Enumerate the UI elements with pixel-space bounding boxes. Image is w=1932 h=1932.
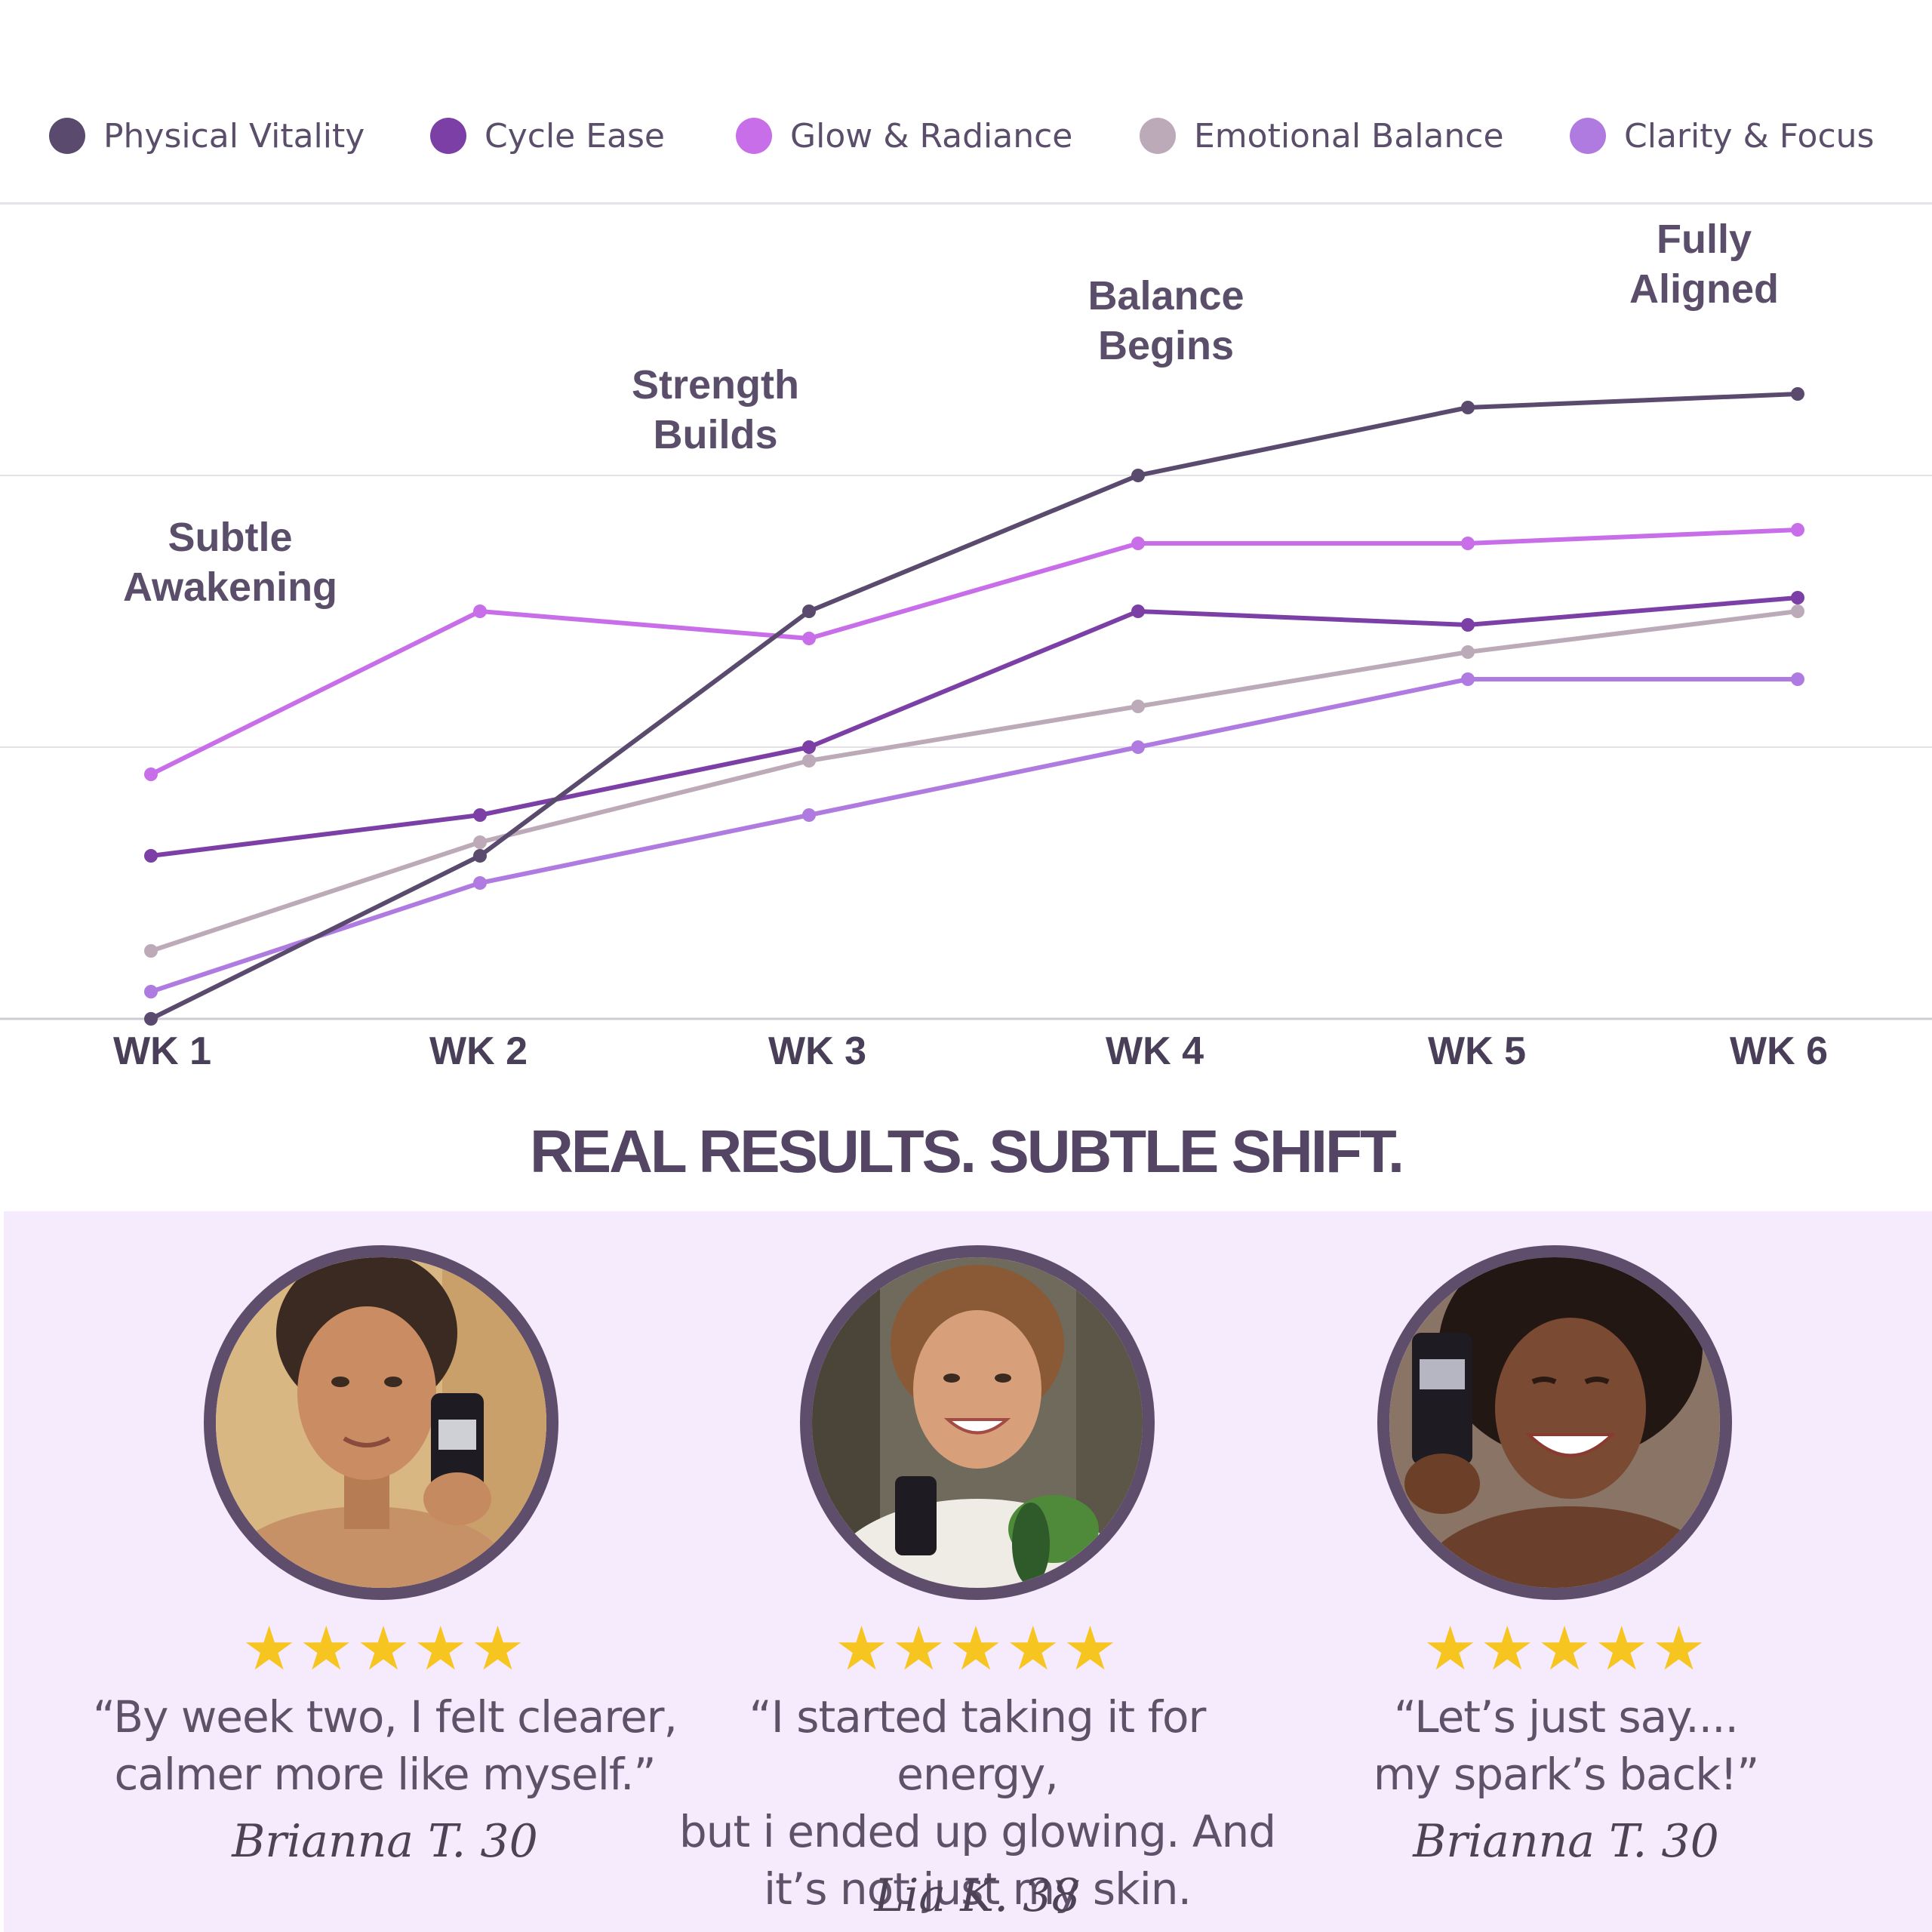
- data-point: [473, 808, 487, 822]
- legend-item: Emotional Balance: [1140, 106, 1504, 166]
- x-tick-label: WK 4: [1106, 1029, 1204, 1073]
- review-quote: “I started taking it for energy, but i e…: [668, 1688, 1287, 1918]
- reviews-section: ★★★★★ “By week two, I felt clearer, calm…: [4, 1211, 1932, 1932]
- data-point: [473, 605, 487, 618]
- stage-annotation: Fully Aligned: [1629, 217, 1779, 312]
- data-point: [802, 632, 816, 645]
- legend-label: Emotional Balance: [1194, 116, 1504, 155]
- quote-line: calmer more like myself.”: [114, 1749, 656, 1800]
- data-point: [473, 849, 487, 863]
- legend-swatch: [1140, 118, 1176, 154]
- legend-swatch: [430, 118, 466, 154]
- x-tick-label: WK 6: [1730, 1029, 1828, 1073]
- annotation-line: Balance: [1088, 273, 1244, 318]
- portrait-illustration: [216, 1257, 546, 1588]
- data-point: [802, 808, 816, 822]
- annotation-line: Strength: [632, 362, 799, 408]
- legend-label: Clarity & Focus: [1624, 116, 1875, 155]
- avatar-photo: [1377, 1245, 1732, 1600]
- portrait-illustration: [812, 1257, 1143, 1588]
- annotation-line: Builds: [653, 412, 777, 457]
- data-point: [802, 754, 816, 768]
- data-point: [1461, 401, 1475, 414]
- legend-swatch: [736, 118, 772, 154]
- data-point: [144, 1012, 158, 1026]
- stage-annotation: Balance Begins: [1088, 273, 1244, 368]
- annotation-line: Fully: [1657, 217, 1752, 262]
- legend-swatch: [49, 118, 85, 154]
- data-point: [802, 740, 816, 754]
- legend-item: Physical Vitality: [49, 106, 365, 166]
- star-rating: ★★★★★: [834, 1614, 1121, 1684]
- reviewer-signature: Lia K. 38: [874, 1869, 1081, 1922]
- legend-item: Glow & Radiance: [736, 106, 1072, 166]
- review-quote: “Let’s just say.... my spark’s back!”: [1257, 1688, 1875, 1803]
- data-point: [1461, 672, 1475, 686]
- data-point: [144, 849, 158, 863]
- data-point: [144, 768, 158, 781]
- quote-line: “Let’s just say....: [1394, 1691, 1739, 1743]
- x-tick-label: WK 3: [768, 1029, 866, 1073]
- series-line: [149, 392, 1800, 1021]
- legend-label: Cycle Ease: [485, 116, 665, 155]
- x-tick-label: WK 1: [113, 1029, 211, 1073]
- annotation-line: Begins: [1098, 323, 1234, 368]
- annotation-line: Aligned: [1629, 266, 1779, 312]
- legend-item: Clarity & Focus: [1570, 106, 1874, 166]
- annotation-line: Awakening: [123, 565, 337, 610]
- review-card: ★★★★★ “Let’s just say.... my spark’s bac…: [1257, 1211, 1875, 1932]
- stage-annotation: Subtle Awakening: [123, 515, 337, 610]
- quote-line: “I started taking it for energy,: [749, 1691, 1207, 1800]
- data-point: [1131, 605, 1145, 618]
- annotation-line: Subtle: [168, 515, 292, 560]
- x-tick-label: WK 2: [429, 1029, 528, 1073]
- data-point: [1791, 523, 1804, 537]
- stage-annotation: Strength Builds: [632, 362, 799, 457]
- review-card: ★★★★★ “By week two, I felt clearer, calm…: [75, 1211, 694, 1932]
- quote-line: but i ended up glowing. And: [678, 1806, 1276, 1857]
- data-point: [144, 985, 158, 998]
- review-quote: “By week two, I felt clearer, calmer mor…: [75, 1688, 694, 1803]
- data-point: [473, 876, 487, 890]
- data-point: [802, 605, 816, 618]
- portrait-illustration: [1389, 1257, 1720, 1588]
- legend-label: Physical Vitality: [103, 116, 365, 155]
- star-rating: ★★★★★: [242, 1614, 528, 1684]
- data-point: [1791, 387, 1804, 401]
- legend-divider: [0, 202, 1932, 205]
- series-line: [149, 609, 1800, 953]
- avatar-photo: [204, 1245, 558, 1600]
- data-point: [1461, 618, 1475, 632]
- data-point: [1131, 700, 1145, 713]
- quote-line: it’s not just my skin.: [763, 1863, 1192, 1915]
- reviewer-signature: Brianna T. 30: [1413, 1815, 1719, 1868]
- data-point: [1791, 591, 1804, 605]
- x-tick-label: WK 5: [1428, 1029, 1526, 1073]
- series-line: [149, 528, 1800, 777]
- data-point: [1131, 469, 1145, 482]
- series-line: [149, 677, 1800, 994]
- legend-item: Cycle Ease: [430, 106, 665, 166]
- page-headline: REAL RESULTS. SUBTLE SHIFT.: [529, 1118, 1404, 1185]
- series-line: [149, 595, 1800, 858]
- data-point: [1131, 740, 1145, 754]
- quote-line: my spark’s back!”: [1373, 1749, 1759, 1800]
- data-point: [1131, 537, 1145, 550]
- quote-line: “By week two, I felt clearer,: [93, 1691, 678, 1743]
- legend-label: Glow & Radiance: [790, 116, 1073, 155]
- legend-swatch: [1570, 118, 1606, 154]
- data-point: [144, 944, 158, 958]
- reviewer-signature: Brianna T. 30: [232, 1815, 538, 1868]
- data-point: [473, 835, 487, 849]
- data-point: [1461, 645, 1475, 659]
- chart-legend: Physical Vitality Cycle Ease Glow & Radian…: [0, 106, 1932, 166]
- data-point: [1461, 537, 1475, 550]
- avatar-photo: [800, 1245, 1155, 1600]
- data-point: [1791, 605, 1804, 618]
- star-rating: ★★★★★: [1423, 1614, 1709, 1684]
- data-point: [1791, 672, 1804, 686]
- review-card: ★★★★★ “I started taking it for energy, b…: [668, 1211, 1287, 1932]
